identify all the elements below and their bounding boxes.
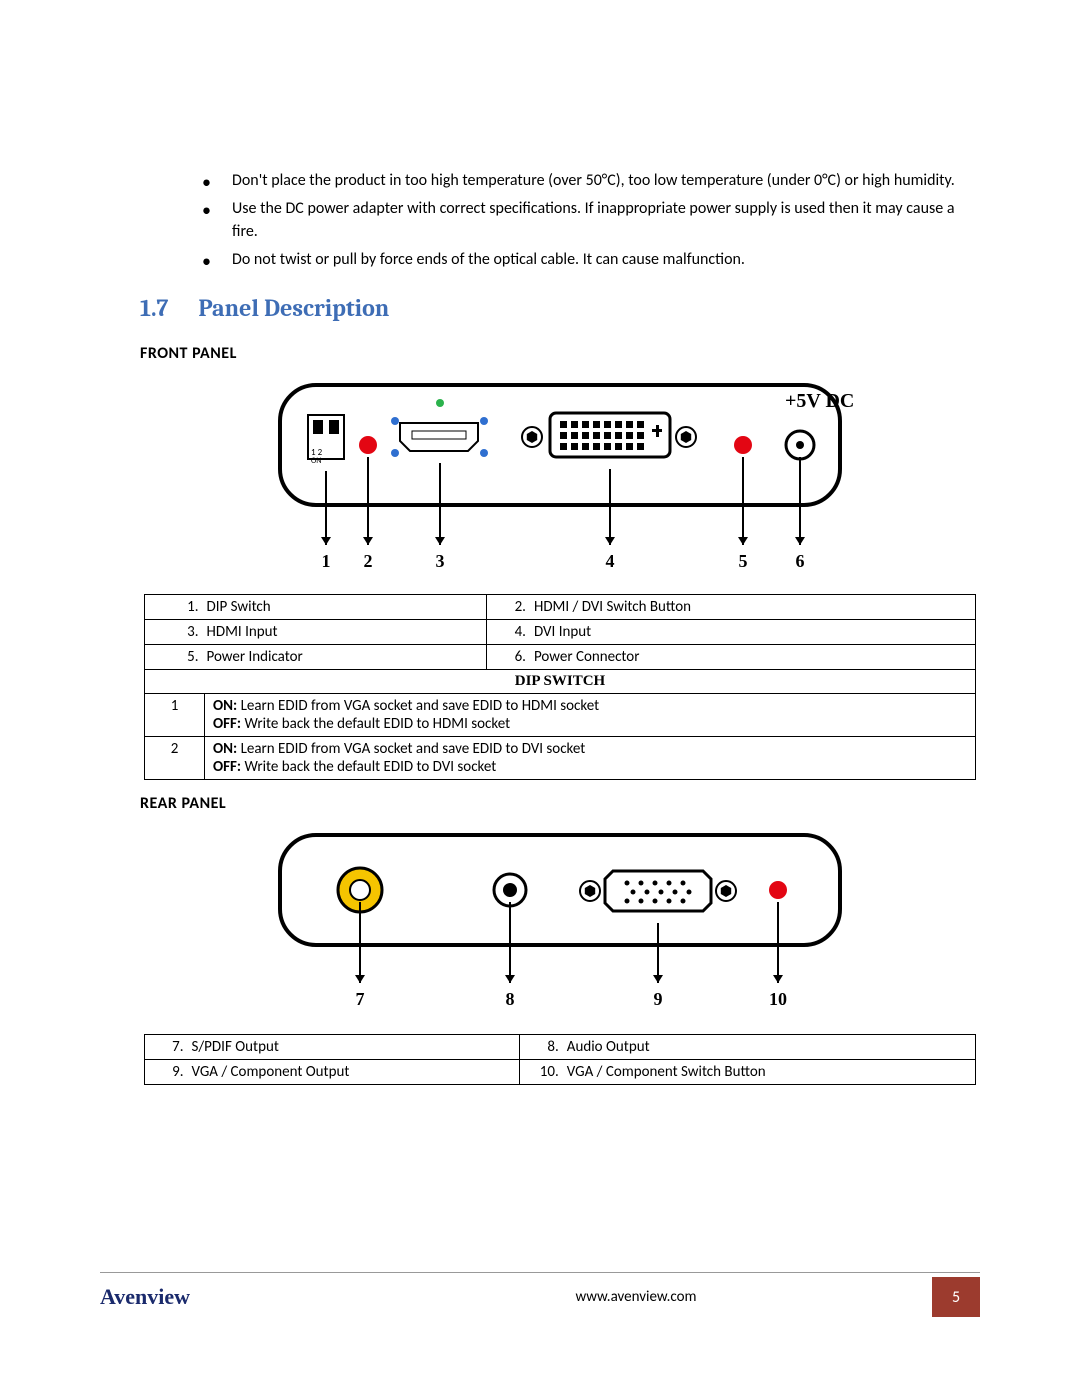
warning-list: Don't place the product in too high temp… [202, 170, 980, 272]
svg-text:ON: ON [311, 456, 321, 466]
item-number: 2. [487, 594, 532, 619]
rear-panel-diagram: 7 8 9 10 [140, 825, 980, 1020]
rear-panel-heading: REAR PANEL [140, 794, 980, 813]
dip-switch-heading: DIP SWITCH [145, 669, 976, 693]
item-text: DVI Input [532, 619, 976, 644]
page-footer: Avenview www.avenview.com 5 [100, 1272, 980, 1317]
item-number: 6. [487, 644, 532, 669]
item-number: 5. [145, 644, 205, 669]
svg-text:5: 5 [739, 551, 748, 571]
warning-item: Do not twist or pull by force ends of th… [202, 249, 980, 271]
footer-url: www.avenview.com [340, 1288, 932, 1306]
svg-text:6: 6 [796, 551, 805, 571]
item-text: Power Indicator [205, 644, 487, 669]
item-text: Audio Output [565, 1034, 976, 1059]
warning-item: Don't place the product in too high temp… [202, 170, 980, 192]
item-number: 10. [520, 1059, 565, 1084]
svg-text:8: 8 [506, 989, 515, 1009]
dip-number: 1 [145, 693, 205, 736]
svg-text:2: 2 [364, 551, 373, 571]
item-text: DIP Switch [205, 594, 487, 619]
item-text: HDMI / DVI Switch Button [532, 594, 976, 619]
svg-text:4: 4 [606, 551, 615, 571]
item-text: S/PDIF Output [190, 1034, 520, 1059]
item-text: VGA / Component Switch Button [565, 1059, 976, 1084]
svg-text:9: 9 [654, 989, 663, 1009]
item-number: 1. [145, 594, 205, 619]
section-title: Panel Description [198, 294, 389, 322]
item-text: Power Connector [532, 644, 976, 669]
dip-number: 2 [145, 736, 205, 779]
svg-text:7: 7 [356, 989, 365, 1009]
front-panel-table: 1.DIP Switch2.HDMI / DVI Switch Button 3.… [144, 594, 976, 780]
rear-panel-table: 7.S/PDIF Output8.Audio Output9.VGA / Com… [144, 1034, 976, 1085]
dip-desc: ON: Learn EDID from VGA socket and save … [205, 693, 976, 736]
svg-text:+5V DC: +5V DC [785, 390, 854, 412]
brand-logo: Avenview [100, 1284, 340, 1310]
item-number: 9. [145, 1059, 190, 1084]
svg-text:1: 1 [322, 551, 331, 571]
warning-item: Use the DC power adapter with correct sp… [202, 198, 980, 243]
dip-desc: ON: Learn EDID from VGA socket and save … [205, 736, 976, 779]
section-number: 1.7 [140, 294, 168, 322]
section-heading: 1.7 Panel Description [140, 294, 980, 322]
front-panel-diagram: +5V DC1 2ON123456 [140, 375, 980, 580]
item-number: 8. [520, 1034, 565, 1059]
svg-text:10: 10 [769, 989, 787, 1009]
front-panel-heading: FRONT PANEL [140, 344, 980, 363]
item-number: 7. [145, 1034, 190, 1059]
item-text: VGA / Component Output [190, 1059, 520, 1084]
item-number: 4. [487, 619, 532, 644]
item-number: 3. [145, 619, 205, 644]
item-text: HDMI Input [205, 619, 487, 644]
page-number: 5 [932, 1277, 980, 1317]
svg-text:3: 3 [436, 551, 445, 571]
